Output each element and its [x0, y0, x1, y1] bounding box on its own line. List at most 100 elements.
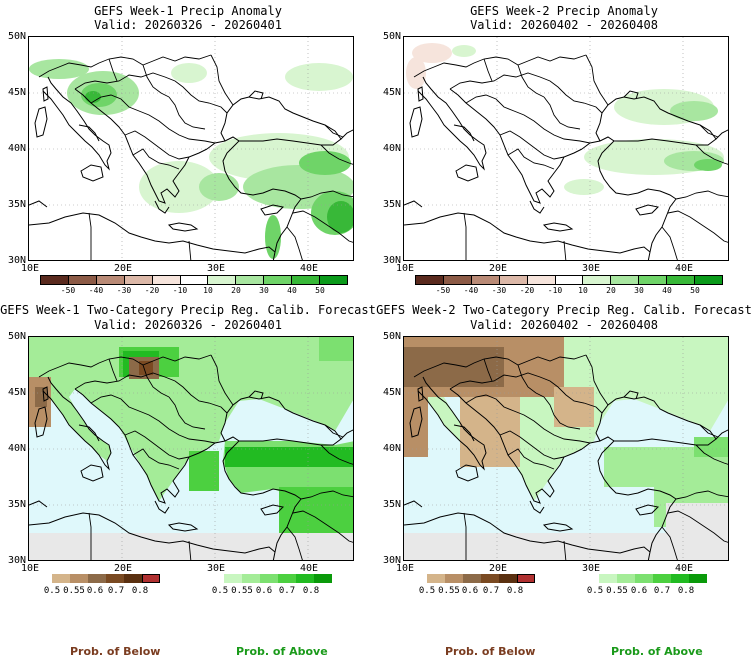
cbar-tick: 10 [203, 286, 213, 295]
legend-swatch [242, 574, 260, 583]
prob-tick: 0.6 [461, 586, 479, 596]
panel2-precip-fill [406, 43, 724, 195]
panel1-anomaly-colorbar [40, 275, 348, 285]
panel2-title: GEFS Week-2 Precip Anomaly [470, 4, 658, 18]
lat-label: 30N [7, 555, 26, 566]
prob-tick: 0.7 [482, 586, 500, 596]
legend-swatch [52, 574, 70, 583]
cbar-tick: -30 [491, 286, 507, 295]
cbar-swatch [527, 276, 556, 284]
cbar-swatch [68, 276, 97, 284]
panel3-map [28, 336, 354, 561]
cbar-swatch [292, 276, 321, 284]
lat-label: 45N [7, 387, 26, 398]
lon-label: 20E [488, 563, 508, 574]
legend-swatch [142, 574, 160, 583]
legend-swatch [224, 574, 242, 583]
legend-swatch [427, 574, 445, 583]
cbar-tick: -20 [519, 286, 535, 295]
legend-swatch [617, 574, 635, 583]
lat-label: 35N [382, 199, 401, 210]
lat-label: 45N [382, 387, 401, 398]
prob-tick: 0.55 [231, 586, 253, 596]
lat-label: 35N [7, 199, 26, 210]
cbar-swatch [208, 276, 237, 284]
lon-label: 40E [674, 263, 694, 274]
legend-swatch [88, 574, 106, 583]
panel4-map [403, 336, 729, 561]
lat-label: 35N [382, 499, 401, 510]
panel1-precip-fill [29, 59, 353, 259]
legend-swatch [599, 574, 617, 583]
cbar-swatch [152, 276, 181, 284]
cbar-tick: -10 [172, 286, 188, 295]
cbar-tick: -30 [116, 286, 132, 295]
cbar-swatch [416, 276, 444, 284]
prob-tick: 0.5 [586, 586, 604, 596]
panel1-title: GEFS Week-1 Precip Anomaly [94, 4, 282, 18]
lat-label: 40N [382, 443, 401, 454]
cbar-tick: -50 [60, 286, 76, 295]
legend-swatch [689, 574, 707, 583]
cbar-swatch [471, 276, 500, 284]
lat-label: 30N [7, 255, 26, 266]
lat-label: 40N [382, 143, 401, 154]
cbar-tick: 40 [662, 286, 672, 295]
cbar-tick: 20 [231, 286, 241, 295]
lat-label: 50N [7, 31, 26, 42]
legend-swatch [314, 574, 332, 583]
cbar-swatch [236, 276, 265, 284]
lat-label: 50N [382, 31, 401, 42]
prob-tick: 0.55 [606, 586, 628, 596]
lat-label: 30N [382, 255, 401, 266]
panel4-above-legend [599, 574, 707, 583]
cbar-tick: 50 [315, 286, 325, 295]
prob-tick: 0.6 [630, 586, 648, 596]
lon-label: 20E [488, 263, 508, 274]
cbar-swatch [695, 276, 722, 284]
cbar-tick: 40 [287, 286, 297, 295]
prob-tick: 0.55 [63, 586, 85, 596]
prob-tick: 0.5 [211, 586, 229, 596]
cbar-swatch [180, 276, 209, 284]
cbar-swatch [667, 276, 696, 284]
prob-tick: 0.8 [131, 586, 149, 596]
prob-tick: 0.6 [86, 586, 104, 596]
prob-tick: 0.5 [418, 586, 436, 596]
cbar-tick: 30 [259, 286, 269, 295]
legend-swatch [260, 574, 278, 583]
cbar-swatch [583, 276, 612, 284]
cbar-swatch [41, 276, 69, 284]
cbar-tick: -50 [435, 286, 451, 295]
legend-swatch [124, 574, 142, 583]
legend-swatch [463, 574, 481, 583]
caption-below: Prob. of Below [445, 645, 536, 658]
cbar-swatch [611, 276, 640, 284]
legend-swatch [445, 574, 463, 583]
lon-label: 20E [113, 563, 133, 574]
lat-label: 45N [7, 87, 26, 98]
legend-swatch [635, 574, 653, 583]
lon-label: 40E [299, 263, 319, 274]
cbar-swatch [499, 276, 528, 284]
lon-label: 30E [206, 263, 226, 274]
panel4-below-legend [427, 574, 535, 583]
prob-tick: 0.6 [255, 586, 273, 596]
cbar-swatch [443, 276, 472, 284]
panel1-valid: Valid: 20260326 - 20260401 [94, 18, 282, 32]
lon-label: 20E [113, 263, 133, 274]
panel3-valid: Valid: 20260326 - 20260401 [94, 318, 282, 332]
legend-swatch [70, 574, 88, 583]
legend-swatch [296, 574, 314, 583]
cbar-tick: -20 [144, 286, 160, 295]
cbar-swatch [320, 276, 347, 284]
lat-label: 50N [7, 331, 26, 342]
legend-swatch [106, 574, 124, 583]
lon-label: 10E [20, 263, 40, 274]
panel3-below-legend [52, 574, 160, 583]
prob-tick: 0.7 [278, 586, 296, 596]
lon-label: 10E [395, 563, 415, 574]
cbar-tick: -40 [463, 286, 479, 295]
prob-tick: 0.8 [302, 586, 320, 596]
legend-swatch [517, 574, 535, 583]
